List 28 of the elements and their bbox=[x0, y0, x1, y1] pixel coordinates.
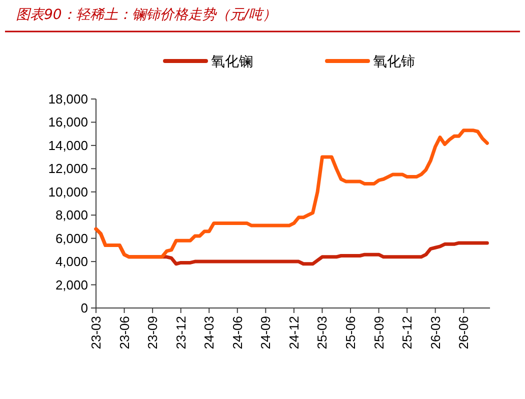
y-tick-label: 6,000 bbox=[55, 230, 88, 246]
x-tick-label: 25-12 bbox=[400, 316, 415, 350]
x-tick-label: 23-03 bbox=[88, 316, 104, 350]
line-series bbox=[94, 128, 489, 259]
y-tick-label: 14,000 bbox=[48, 138, 88, 153]
x-tick-label: 23-09 bbox=[145, 316, 160, 350]
x-tick-label: 24-06 bbox=[230, 316, 245, 350]
y-tick-label: 4,000 bbox=[55, 254, 88, 270]
y-tick-label: 12,000 bbox=[48, 161, 88, 176]
y-tick-label: 0 bbox=[80, 300, 88, 316]
x-tick-label: 23-12 bbox=[173, 316, 188, 350]
x-tick-label: 23-06 bbox=[116, 316, 132, 350]
y-tick-label: 16,000 bbox=[48, 114, 88, 130]
x-tick-label: 24-12 bbox=[286, 316, 302, 350]
legend-label: 氧化镧 bbox=[211, 53, 253, 69]
x-tick-label: 26-03 bbox=[428, 316, 443, 350]
x-tick-label: 26-06 bbox=[456, 316, 472, 350]
y-tick-label: 10,000 bbox=[48, 184, 88, 200]
chart-title: 图表90：轻稀土：镧铈价格走势（元/吨） bbox=[16, 7, 277, 23]
legend-label: 氧化铈 bbox=[373, 53, 415, 69]
y-tick-label: 8,000 bbox=[55, 208, 88, 223]
x-tick-label: 24-09 bbox=[258, 316, 274, 350]
x-tick-label: 25-06 bbox=[343, 316, 358, 350]
x-tick-label: 25-09 bbox=[371, 316, 386, 350]
x-tick-label: 24-03 bbox=[202, 316, 217, 350]
y-tick-label: 2,000 bbox=[55, 277, 88, 292]
y-tick-label: 18,000 bbox=[48, 92, 88, 106]
x-tick-label: 25-03 bbox=[314, 316, 330, 350]
